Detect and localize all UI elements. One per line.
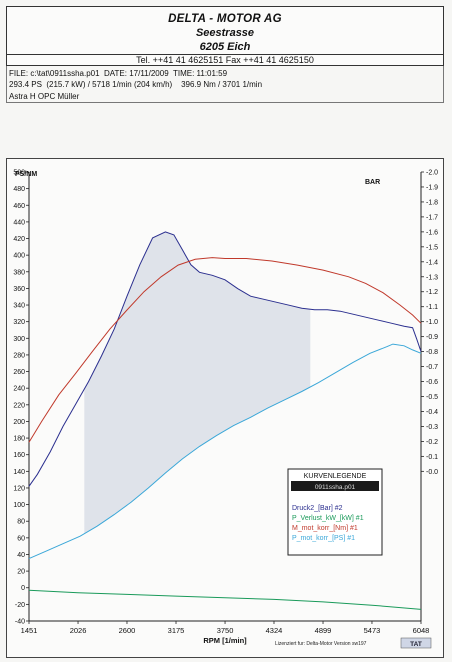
chart-frame: 500 480 460 440 420 400 380 360 340 320 300 280 260 2…: [6, 158, 444, 658]
legend-item-druck2: Druck2_[Bar] #2: [292, 505, 343, 512]
right-tick-label: -1.3: [426, 274, 438, 281]
right-tick-label: -0.4: [426, 409, 438, 416]
legend-item-p-verlust: P_Verlust_kW_[kW] #1: [292, 515, 364, 522]
left-tick-label: 220: [13, 402, 25, 409]
x-tick-label: 1451: [21, 626, 38, 635]
right-tick-label: -1.7: [426, 214, 438, 221]
file-info-line: FILE: c:\tat\0911ssha.p01 DATE: 17/11/20…: [9, 69, 228, 78]
right-tick-label: -0.7: [426, 364, 438, 371]
loss-power-line: [28, 589, 422, 610]
vehicle-line: Astra H OPC Müller: [9, 92, 80, 101]
left-tick-label: 300: [13, 336, 25, 343]
company-header: DELTA - MOTOR AG Seestrasse 6205 Eich Te…: [6, 6, 444, 66]
druck2-line: [28, 231, 422, 487]
curve-legend: KURVENLEGENDE 0911ssha.p01 Druck2_[Bar] …: [287, 468, 383, 556]
x-tick-label: 3750: [217, 626, 234, 635]
tat-logo: [400, 637, 432, 649]
left-tick-label: 20: [17, 569, 25, 576]
left-tick-label: 280: [13, 352, 25, 359]
legend-item-p-mot-korr: P_mot_korr_[PS] #1: [292, 535, 355, 542]
right-tick-label: -1.2: [426, 289, 438, 296]
power-line: [28, 343, 422, 560]
boost-shaded-area: [84, 231, 311, 534]
right-tick-label: -0.0: [426, 469, 438, 476]
x-tick-label: 6048: [413, 626, 430, 635]
right-axis-label: BAR: [365, 179, 380, 186]
right-tick-label: -0.1: [426, 454, 438, 461]
right-tick-label: -2.0: [426, 170, 438, 177]
left-tick-label: 420: [13, 236, 25, 243]
legend-title: KURVENLEGENDE: [304, 473, 367, 480]
left-tick-label: 500: [13, 170, 25, 177]
left-tick-label: 260: [13, 369, 25, 376]
right-tick-label: -1.8: [426, 199, 438, 206]
x-tick-label: 2600: [119, 626, 136, 635]
right-tick-label: -0.3: [426, 424, 438, 431]
tat-logo-text: TAT: [410, 641, 422, 648]
right-tick-label: -1.0: [426, 319, 438, 326]
x-tick-label: 4899: [315, 626, 332, 635]
left-tick-label: 460: [13, 203, 25, 210]
left-tick-label: 320: [13, 319, 25, 326]
left-axis-label: PS/NM: [15, 171, 37, 178]
right-tick-label: -1.1: [426, 304, 438, 311]
left-tick-label: 400: [13, 253, 25, 260]
left-tick-label: 380: [13, 269, 25, 276]
legend-file-bar: [291, 481, 379, 491]
x-tick-label: 5473: [364, 626, 381, 635]
x-tick-label: 4324: [266, 626, 283, 635]
left-tick-label: 440: [13, 219, 25, 226]
left-tick-label: 480: [13, 186, 25, 193]
left-tick-label: 60: [17, 535, 25, 542]
right-tick-label: -1.4: [426, 259, 438, 266]
right-tick-label: -1.9: [426, 184, 438, 191]
left-tick-label: 180: [13, 436, 25, 443]
x-tick-label: 3175: [168, 626, 185, 635]
right-tick-label: -0.2: [426, 439, 438, 446]
left-tick-label: -40: [15, 619, 25, 626]
left-tick-label: 120: [13, 485, 25, 492]
left-tick-label: 80: [17, 519, 25, 526]
file-info-box: FILE: c:\tat\0911ssha.p01 DATE: 17/11/20…: [6, 66, 444, 103]
license-credit: Lizenziert fur: Delta-Motor Version sw19…: [275, 641, 367, 647]
left-tick-label: 240: [13, 386, 25, 393]
company-contact: Tel. ++41 41 4625151 Fax ++41 41 4625150: [136, 55, 314, 65]
left-tick-label: 140: [13, 469, 25, 476]
left-tick-label: 160: [13, 452, 25, 459]
legend-item-m-mot-korr: M_mot_korr_[Nm] #1: [292, 525, 358, 532]
right-tick-label: -0.9: [426, 334, 438, 341]
result-summary-line: 293.4 PS (215.7 kW) / 5718 1/min (204 km…: [9, 80, 263, 89]
right-tick-label: -0.5: [426, 394, 438, 401]
left-tick-label: 40: [17, 552, 25, 559]
left-tick-label: 0: [21, 585, 25, 592]
company-street: Seestrasse: [195, 27, 255, 39]
right-tick-label: -0.6: [426, 379, 438, 386]
right-tick-label: -0.8: [426, 349, 438, 356]
right-tick-label: -1.5: [426, 244, 438, 251]
x-tick-label: 2026: [70, 626, 87, 635]
dyno-chart: 5004804604404204003803603403203002802602…: [13, 170, 438, 649]
company-city: 6205 Eich: [199, 41, 251, 53]
left-tick-label: 200: [13, 419, 25, 426]
torque-line: [28, 257, 422, 443]
left-tick-label: 100: [13, 502, 25, 509]
left-tick-label: 340: [13, 303, 25, 310]
header-divider: [7, 54, 443, 55]
x-axis-label: RPM [1/min]: [203, 636, 247, 645]
right-tick-label: -1.6: [426, 229, 438, 236]
left-tick-label: 360: [13, 286, 25, 293]
left-tick-label: -20: [15, 602, 25, 609]
legend-file: 0911ssha.p01: [315, 484, 356, 491]
company-name: DELTA - MOTOR AG: [168, 13, 282, 25]
